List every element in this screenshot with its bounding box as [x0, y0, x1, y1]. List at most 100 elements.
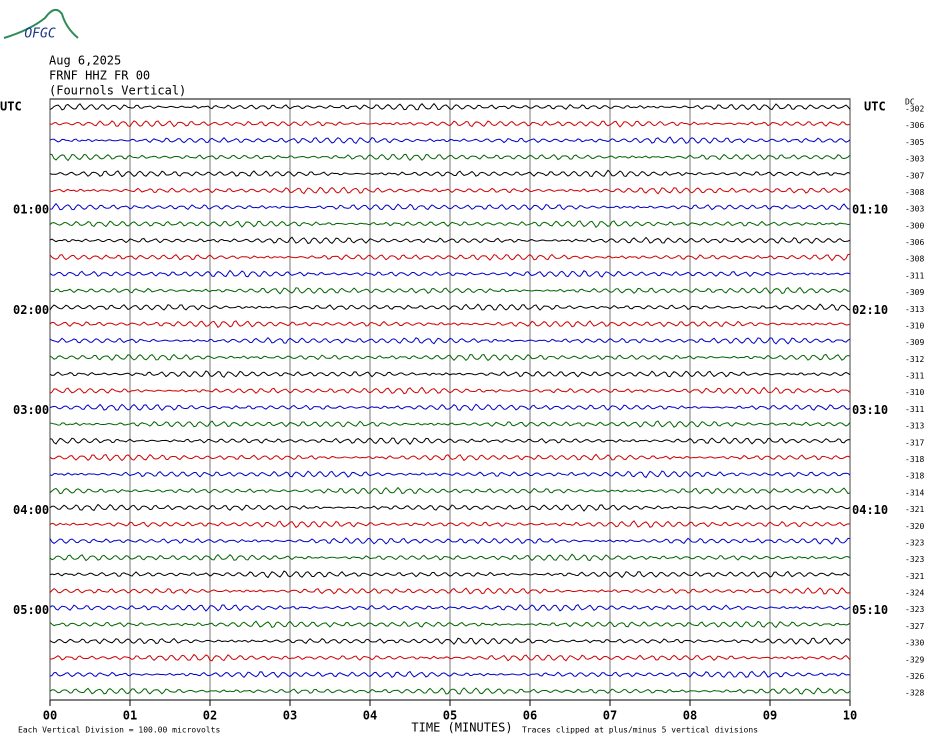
dc-offset: -308 [905, 188, 924, 197]
hour-label-right: 04:10 [852, 503, 888, 517]
dc-offset: -313 [905, 305, 924, 314]
x-tick-label: 08 [683, 709, 697, 723]
trace [49, 620, 851, 629]
trace [49, 153, 851, 162]
trace [49, 537, 851, 545]
dc-offset: -311 [905, 372, 924, 381]
dc-offset: -306 [905, 238, 924, 247]
dc-offset: -329 [905, 655, 924, 664]
hour-label-left: 02:00 [13, 303, 49, 317]
dc-offset: -324 [905, 589, 924, 598]
trace [49, 687, 851, 695]
hour-label-left: 05:00 [13, 603, 49, 617]
dc-offset: -313 [905, 422, 924, 431]
dc-offset: -321 [905, 505, 924, 514]
trace [49, 202, 851, 211]
x-tick-label: 00 [43, 709, 57, 723]
dc-offset: -312 [905, 355, 924, 364]
trace [49, 120, 851, 128]
dc-offset: -327 [905, 622, 924, 631]
dc-offset: -328 [905, 689, 924, 698]
trace [49, 253, 851, 262]
trace [49, 220, 851, 229]
dc-offset: -308 [905, 255, 924, 264]
trace [49, 370, 851, 378]
hour-label-left: 04:00 [13, 503, 49, 517]
dc-offset: -317 [905, 438, 924, 447]
trace [49, 587, 851, 595]
trace [49, 520, 851, 529]
trace [49, 136, 851, 145]
station: FRNF HHZ FR 00 [49, 69, 150, 83]
trace [49, 236, 851, 245]
clip-note: Traces clipped at plus/minus 5 vertical … [522, 726, 758, 735]
logo-text: OFGC [24, 27, 55, 42]
trace [49, 386, 851, 395]
dc-offset: -302 [905, 105, 924, 114]
trace [49, 570, 851, 579]
trace [49, 420, 851, 428]
utc-right: UTC [864, 100, 886, 114]
x-axis-title: TIME (MINUTES) [411, 721, 512, 735]
logo: OFGC [3, 8, 79, 42]
dc-offset: -311 [905, 271, 924, 280]
dc-offset: -318 [905, 472, 924, 481]
x-tick-label: 04 [363, 709, 377, 723]
hour-label-left: 01:00 [13, 203, 49, 217]
trace [49, 169, 851, 178]
trace [49, 553, 851, 562]
dc-offset: -326 [905, 672, 924, 681]
dc-offset: -300 [905, 221, 924, 230]
trace [49, 486, 851, 495]
hour-label-right: 03:10 [852, 403, 888, 417]
trace [49, 603, 851, 612]
x-tick-label: 07 [603, 709, 617, 723]
x-tick-label: 03 [283, 709, 297, 723]
trace [49, 670, 851, 679]
dc-offset: -314 [905, 488, 924, 497]
trace [49, 470, 851, 479]
dc-offset: -323 [905, 555, 924, 564]
dc-offset: -310 [905, 388, 924, 397]
utc-left: UTC [0, 100, 22, 114]
dc-offset: -320 [905, 522, 924, 531]
trace [49, 186, 851, 195]
trace [49, 269, 851, 278]
hour-label-right: 05:10 [852, 603, 888, 617]
dc-offset: -318 [905, 455, 924, 464]
trace [49, 437, 851, 445]
dc-offset: -330 [905, 639, 924, 648]
dc-offset: -311 [905, 405, 924, 414]
trace [49, 453, 851, 462]
dc-offset: -309 [905, 288, 924, 297]
trace [49, 403, 851, 412]
scale-note: Each Vertical Division = 100.00 microvol… [18, 726, 220, 735]
trace [49, 286, 851, 295]
hour-label-right: 01:10 [852, 203, 888, 217]
dc-offset: -309 [905, 338, 924, 347]
dc-offset: -323 [905, 538, 924, 547]
trace [49, 653, 851, 662]
hour-label-right: 02:10 [852, 303, 888, 317]
trace [49, 637, 851, 646]
trace [49, 102, 851, 111]
dc-offset: -321 [905, 572, 924, 581]
dc-offset: -303 [905, 205, 924, 214]
dc-offset: -305 [905, 138, 924, 147]
date: Aug 6,2025 [49, 54, 121, 68]
dc-offset: -310 [905, 321, 924, 330]
x-tick-label: 09 [763, 709, 777, 723]
x-tick-label: 06 [523, 709, 537, 723]
hour-label-left: 03:00 [13, 403, 49, 417]
dc-offset: -306 [905, 121, 924, 130]
dc-label: DC [905, 98, 915, 107]
dc-offset: -303 [905, 155, 924, 164]
dc-offset: -307 [905, 171, 924, 180]
trace [49, 320, 851, 329]
x-tick-label: 01 [123, 709, 137, 723]
component: (Fournols Vertical) [49, 84, 186, 98]
logo-curve [3, 8, 79, 39]
trace [49, 503, 851, 512]
x-tick-label: 02 [203, 709, 217, 723]
